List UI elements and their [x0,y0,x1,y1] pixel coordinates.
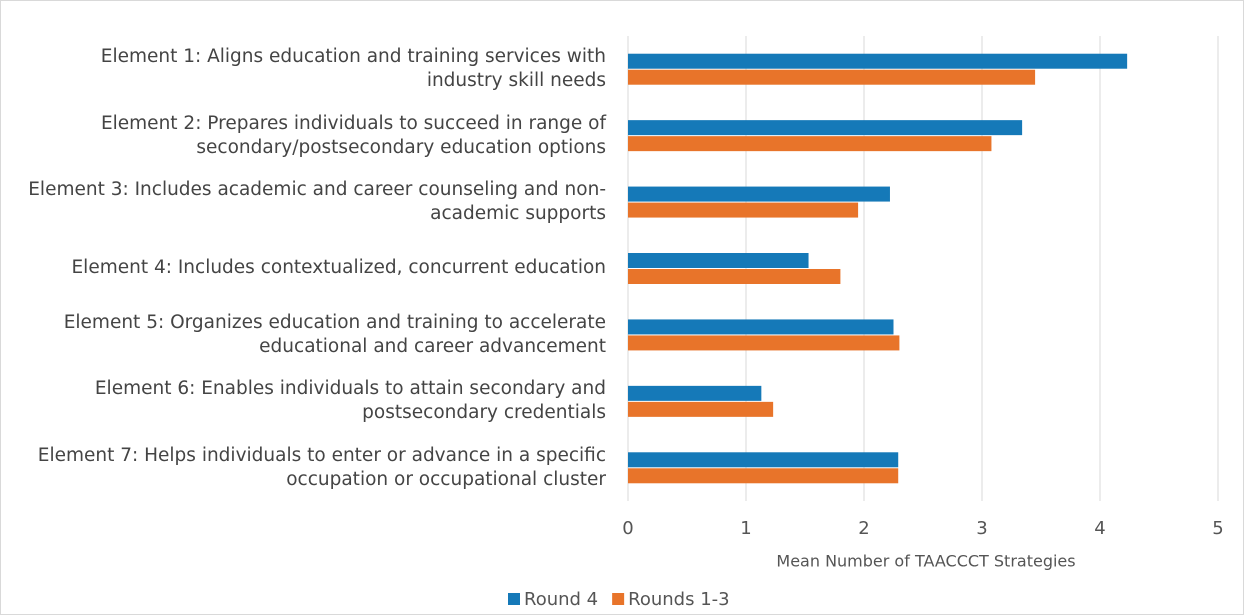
bar [628,136,992,152]
bar [628,269,841,284]
category-text: Element 4: Includes contextualized, conc… [71,257,606,279]
bar [628,335,900,351]
x-tick-label: 0 [622,518,633,539]
category-text: Element 5: Organizes education and train… [63,311,606,357]
bar [628,452,899,468]
category-text: Element 7: Helps individuals to enter or… [37,444,606,490]
x-tick-label: 4 [1094,518,1105,539]
x-tick-label: 3 [976,518,987,539]
bar [628,186,890,202]
category-label: Element 2: Prepares individuals to succe… [21,103,606,169]
x-tick-label: 5 [1212,518,1223,539]
category-label: Element 3: Includes academic and career … [21,169,606,235]
category-label: Element 7: Helps individuals to enter or… [21,435,606,501]
bar [628,53,1128,69]
bar [628,385,762,401]
bar [628,69,1036,85]
bar [628,319,894,335]
category-label: Element 4: Includes contextualized, conc… [21,236,606,302]
category-text: Element 3: Includes academic and career … [28,179,606,225]
category-text: Element 6: Enables individuals to attain… [94,378,606,424]
category-text: Element 1: Aligns education and training… [100,46,606,92]
legend-label: Rounds 1-3 [628,589,729,610]
x-tick-label: 2 [858,518,869,539]
bar [628,468,899,484]
bar [628,253,809,268]
category-label: Element 1: Aligns education and training… [21,36,606,102]
category-label: Element 5: Organizes education and train… [21,302,606,368]
category-label: Element 6: Enables individuals to attain… [21,368,606,434]
x-tick-label: 1 [740,518,751,539]
legend-swatch [508,593,520,605]
bar [628,120,1023,136]
bar [628,202,859,218]
x-axis-title: Mean Number of TAACCCT Strategies [776,552,1075,571]
bar [628,401,774,417]
legend-label: Round 4 [524,589,598,610]
legend-swatch [612,593,625,605]
category-text: Element 2: Prepares individuals to succe… [100,112,606,158]
